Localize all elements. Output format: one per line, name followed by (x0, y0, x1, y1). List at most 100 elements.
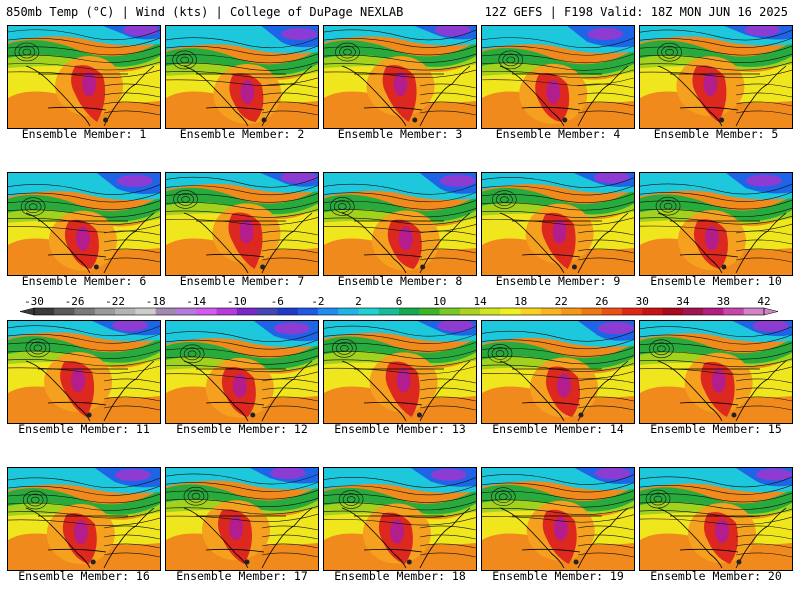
ensemble-member-label: Ensemble Member: 8 (337, 274, 463, 288)
colorbar-segment (561, 308, 582, 315)
ensemble-member-label: Ensemble Member: 6 (21, 274, 147, 288)
colorbar-segment (257, 308, 278, 315)
ensemble-map-panel (639, 467, 793, 571)
ensemble-member-label: Ensemble Member: 15 (650, 422, 782, 436)
ensemble-member-label: Ensemble Member: 12 (176, 422, 308, 436)
colorbar-tick-label: -2 (311, 295, 324, 308)
temperature-map (640, 173, 792, 275)
colorbar-segment (642, 308, 664, 315)
colorbar-segment (175, 308, 197, 315)
temperature-map (8, 26, 160, 128)
temperature-map (324, 173, 476, 275)
ensemble-member-label: Ensemble Member: 5 (653, 127, 779, 141)
colorbar-segment (277, 308, 299, 315)
temperature-map (482, 468, 634, 570)
ensemble-map-panel (7, 467, 161, 571)
temperature-map (324, 26, 476, 128)
ensemble-map-panel (7, 320, 161, 424)
ensemble-map-panel (323, 172, 477, 276)
colorbar-segment (34, 308, 55, 315)
ensemble-member-label: Ensemble Member: 14 (492, 422, 624, 436)
colorbar-max-arrow (763, 307, 779, 316)
colorbar-tick-label: 2 (355, 295, 362, 308)
ensemble-member-label: Ensemble Member: 16 (18, 569, 150, 583)
ensemble-member-label: Ensemble Member: 3 (337, 127, 463, 141)
colorbar-segment (480, 308, 501, 315)
ensemble-member-label: Ensemble Member: 11 (18, 422, 150, 436)
ensemble-map-panel (323, 25, 477, 129)
ensemble-map-panel (165, 172, 319, 276)
colorbar-tick-label: -22 (105, 295, 125, 308)
colorbar-segment (317, 308, 339, 315)
colorbar-segment (540, 308, 562, 315)
colorbar-segment (155, 308, 177, 315)
colorbar-tick-label: 38 (717, 295, 730, 308)
colorbar-segment (703, 308, 724, 315)
ensemble-map-panel (7, 25, 161, 129)
colorbar-segment (581, 308, 603, 315)
ensemble-map-panel (481, 467, 635, 571)
colorbar-segment (297, 308, 319, 315)
ensemble-map-panel (323, 467, 477, 571)
colorbar-tick-label: 14 (473, 295, 487, 308)
colorbar-tick-label: -30 (24, 295, 44, 308)
colorbar-segment (662, 308, 684, 315)
ensemble-map-panel (481, 320, 635, 424)
colorbar-tick-label: -14 (186, 295, 206, 308)
ensemble-map-panel (481, 172, 635, 276)
ensemble-member-label: Ensemble Member: 13 (334, 422, 466, 436)
temperature-map (482, 26, 634, 128)
temperature-map (166, 321, 318, 423)
colorbar-segment (196, 308, 217, 315)
temperature-map (640, 321, 792, 423)
colorbar-segment (236, 308, 258, 315)
colorbar-segment (216, 308, 238, 315)
colorbar-tick-label: 18 (514, 295, 527, 308)
colorbar-segment (601, 308, 623, 315)
colorbar-segment (419, 308, 441, 315)
colorbar-segment (500, 308, 522, 315)
colorbar-segment (378, 308, 400, 315)
colorbar-tick-label: -10 (227, 295, 247, 308)
colorbar-svg: -30 -26 -22 -18 -14 -10 -6 -2 2 6 10 14 18 22 26 30 34 38… (19, 295, 779, 316)
ensemble-member-label: Ensemble Member: 17 (176, 569, 308, 583)
colorbar-tick-label: -18 (146, 295, 166, 308)
header-title-left: 850mb Temp (°C) | Wind (kts) | College o… (6, 5, 404, 19)
ensemble-member-label: Ensemble Member: 2 (179, 127, 305, 141)
ensemble-member-label: Ensemble Member: 4 (495, 127, 621, 141)
temperature-map (324, 321, 476, 423)
ensemble-map-panel (165, 467, 319, 571)
colorbar-tick-label: 10 (433, 295, 446, 308)
colorbar-segment (399, 308, 420, 315)
temperature-map (324, 468, 476, 570)
colorbar-tick-label: 26 (595, 295, 608, 308)
colorbar-segment (723, 308, 745, 315)
ensemble-map-panel (639, 25, 793, 129)
temperature-map (640, 468, 792, 570)
ensemble-map-panel (639, 172, 793, 276)
ensemble-map-panel (165, 25, 319, 129)
temperature-map (166, 26, 318, 128)
temperature-map (166, 173, 318, 275)
colorbar-tick-label: 30 (636, 295, 649, 308)
header-title-right: 12Z GEFS | F198 Valid: 18Z MON JUN 16 20… (484, 5, 788, 19)
colorbar-segment (94, 308, 116, 315)
ensemble-member-label: Ensemble Member: 18 (334, 569, 466, 583)
colorbar-tick-label: 42 (757, 295, 770, 308)
temperature-map (166, 468, 318, 570)
ensemble-member-label: Ensemble Member: 20 (650, 569, 782, 583)
colorbar-segment (439, 308, 461, 315)
colorbar-segment (358, 308, 380, 315)
colorbar-segment (74, 308, 96, 315)
temperature-map (8, 173, 160, 275)
ensemble-member-label: Ensemble Member: 19 (492, 569, 624, 583)
colorbar-segment (743, 308, 765, 315)
ensemble-map-panel (7, 172, 161, 276)
temperature-map (482, 173, 634, 275)
temperature-map (640, 26, 792, 128)
colorbar-segment (682, 308, 704, 315)
colorbar-segment (520, 308, 542, 315)
ensemble-member-label: Ensemble Member: 10 (650, 274, 782, 288)
colorbar-min-arrow (19, 307, 35, 316)
colorbar-segment (459, 308, 481, 315)
